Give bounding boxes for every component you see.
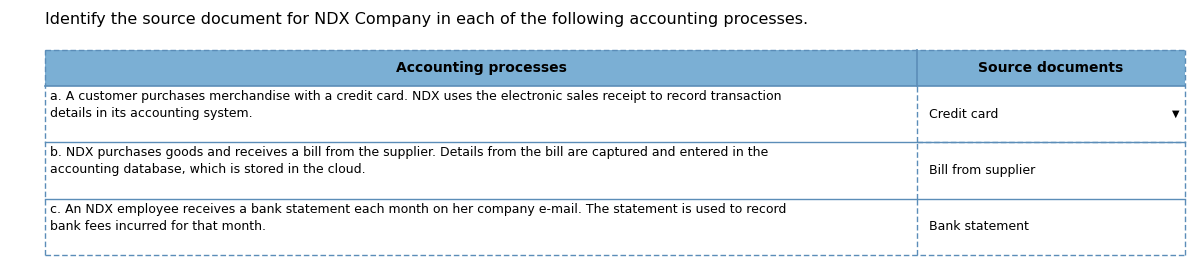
Bar (917, 86, 1186, 142)
Bar (917, 142, 1186, 199)
Bar (46, 50, 1186, 86)
Text: c. An NDX employee receives a bank statement each month on her company e-mail. T: c. An NDX employee receives a bank state… (50, 203, 786, 233)
Text: ▼: ▼ (1171, 109, 1180, 119)
Text: b. NDX purchases goods and receives a bill from the supplier. Details from the b: b. NDX purchases goods and receives a bi… (50, 146, 768, 176)
Text: Bank statement: Bank statement (929, 220, 1028, 233)
Text: Accounting processes: Accounting processes (396, 61, 566, 75)
Text: Bill from supplier: Bill from supplier (929, 164, 1036, 177)
Bar (46, 199, 917, 255)
Bar (46, 86, 917, 142)
Bar (917, 199, 1186, 255)
Text: a. A customer purchases merchandise with a credit card. NDX uses the electronic : a. A customer purchases merchandise with… (50, 90, 781, 120)
Text: Source documents: Source documents (978, 61, 1123, 75)
Bar (46, 142, 917, 199)
Text: Identify the source document for NDX Company in each of the following accounting: Identify the source document for NDX Com… (46, 12, 808, 27)
Text: Credit card: Credit card (929, 108, 998, 121)
